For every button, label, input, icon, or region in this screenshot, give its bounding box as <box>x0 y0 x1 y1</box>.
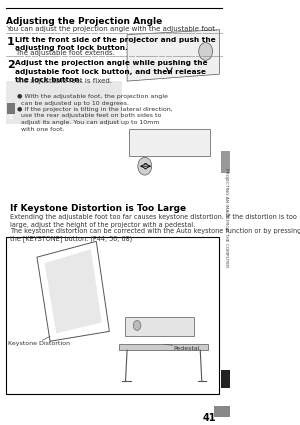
Text: 1: 1 <box>7 37 15 47</box>
Text: If Keystone Distortion is Too Large: If Keystone Distortion is Too Large <box>10 204 186 213</box>
Text: The adjustable feet is fixed.: The adjustable feet is fixed. <box>15 78 112 84</box>
Text: z: z <box>9 114 13 120</box>
Text: The keystone distortion can be corrected with the Auto keystone function or by p: The keystone distortion can be corrected… <box>10 227 300 242</box>
Bar <box>125 317 194 336</box>
Bar <box>221 370 230 388</box>
Bar <box>221 151 230 173</box>
Text: Keystone Distortion: Keystone Distortion <box>8 341 70 346</box>
Text: Adjust the projection angle while pushing the
adjustable foot lock button, and t: Adjust the projection angle while pushin… <box>15 60 208 83</box>
Polygon shape <box>37 241 110 341</box>
Text: Extending the adjustable foot too far causes keystone distortion. If the distort: Extending the adjustable foot too far ca… <box>10 214 297 228</box>
Bar <box>6 238 219 394</box>
Bar <box>214 405 230 417</box>
Text: Pedestal: Pedestal <box>173 346 200 351</box>
Text: ● With the adjustable foot, the projection angle
  can be adjusted up to 10 degr: ● With the adjustable foot, the projecti… <box>17 94 168 105</box>
Text: 41: 41 <box>202 414 216 423</box>
Polygon shape <box>45 249 102 333</box>
Circle shape <box>199 42 213 60</box>
Circle shape <box>133 320 141 330</box>
Text: Lift the front side of the projector and push the
adjusting foot lock button.: Lift the front side of the projector and… <box>15 37 216 51</box>
Text: You can adjust the projection angle with the adjustable foot.: You can adjust the projection angle with… <box>6 26 218 32</box>
Bar <box>7 103 15 114</box>
Text: 2: 2 <box>7 60 15 71</box>
Circle shape <box>138 157 152 175</box>
Polygon shape <box>127 30 220 81</box>
Polygon shape <box>119 344 208 350</box>
Text: Adjusting the Projection Angle: Adjusting the Projection Angle <box>6 17 162 26</box>
Bar <box>129 129 210 156</box>
Bar <box>6 81 122 124</box>
Text: PROJECTING AN IMAGE FROM THE COMPUTER: PROJECTING AN IMAGE FROM THE COMPUTER <box>224 168 228 267</box>
Text: The adjustable foot extends.: The adjustable foot extends. <box>15 51 115 57</box>
Text: ● If the projector is tilting in the lateral direction,
  use the rear adjustabl: ● If the projector is tilting in the lat… <box>17 107 173 132</box>
